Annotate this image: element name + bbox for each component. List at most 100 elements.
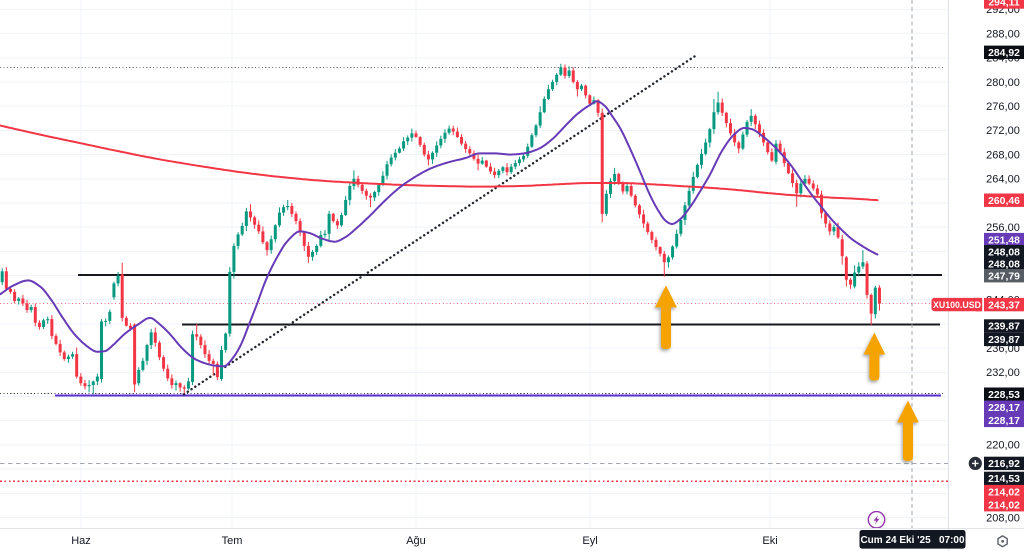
candle-body [426, 154, 430, 160]
price-badge[interactable]: 284,92 [984, 45, 1024, 59]
candle-body [654, 239, 658, 248]
add-alert-plus-button[interactable] [968, 456, 982, 470]
price-badge[interactable]: 228,17 [984, 413, 1024, 428]
candle-body [757, 124, 761, 133]
month-label: Ağu [406, 535, 426, 547]
candle [62, 350, 66, 361]
candle-body [575, 81, 579, 90]
candle [530, 133, 534, 148]
candle-body [728, 123, 732, 134]
candle [13, 289, 17, 304]
price-badge[interactable]: 239,87 [984, 319, 1024, 333]
candle-body [431, 152, 435, 160]
candle-body [100, 321, 104, 379]
price-badge[interactable]: 248,08 [984, 245, 1024, 259]
time-axis-panel[interactable] [0, 528, 1024, 551]
price-badge[interactable]: 260,46 [984, 193, 1024, 207]
candle [220, 345, 224, 381]
candle-body [820, 194, 824, 214]
candle [571, 67, 575, 84]
price-badge[interactable]: 214,02 [984, 484, 1024, 499]
candle [277, 207, 281, 228]
price-badge[interactable]: 216,92 [968, 456, 1024, 471]
candle-body [406, 137, 410, 142]
price-axis[interactable]: 292,00288,00284,00280,00276,00272,00268,… [931, 0, 1024, 524]
candle-body [633, 195, 637, 206]
candle-body [501, 167, 505, 171]
price-badge[interactable]: 228,53 [984, 387, 1024, 401]
candle [608, 178, 612, 198]
trendline[interactable] [182, 54, 697, 396]
candle [848, 278, 852, 289]
candle [385, 160, 389, 180]
price-badge[interactable]: 243,37 XU100.USD [931, 297, 1024, 312]
candle [724, 111, 728, 128]
candle-body [791, 173, 795, 183]
candle [186, 377, 190, 390]
candle-body [170, 378, 174, 386]
candle [815, 184, 819, 198]
price-badge-label: 228,53 [988, 390, 1020, 401]
candle [240, 222, 244, 236]
candle-body [133, 324, 137, 385]
candle [344, 195, 348, 216]
candle [559, 63, 563, 77]
price-badge[interactable]: 294,11 [984, 0, 1024, 9]
candle-body [551, 81, 555, 90]
candle [137, 367, 141, 386]
month-label: Eyl [582, 535, 597, 547]
price-badge-label: 239,87 [988, 322, 1020, 333]
candle-body [340, 215, 344, 226]
price-badge[interactable]: 214,02 [984, 498, 1024, 512]
price-badge[interactable]: 214,53 [984, 471, 1024, 486]
up-arrow-1[interactable] [655, 285, 677, 349]
candle [356, 175, 360, 188]
price-badge[interactable]: 247,79 [984, 269, 1024, 283]
candle [741, 131, 745, 151]
candle-body [414, 133, 418, 138]
candle [50, 315, 54, 340]
candle [700, 148, 704, 169]
candle [360, 183, 364, 194]
candle [83, 379, 87, 390]
candle-body [397, 148, 401, 153]
candle-body [302, 231, 306, 246]
candle-body [629, 186, 633, 196]
candle-body [244, 211, 248, 226]
lightning-icon[interactable] [867, 510, 886, 529]
candle [786, 162, 790, 175]
up-arrow-3[interactable] [897, 400, 919, 462]
candle [331, 212, 335, 223]
candle-body [546, 89, 550, 99]
candle [195, 323, 199, 341]
candle-body [567, 70, 571, 76]
candle [671, 245, 675, 260]
candle [857, 262, 861, 276]
price-badge[interactable]: 248,08 [984, 257, 1024, 271]
candle-body [224, 333, 228, 350]
gear-icon[interactable] [997, 535, 1008, 548]
candle-body [646, 223, 650, 232]
price-badge[interactable]: 251,48 [984, 232, 1024, 246]
candle-body [778, 143, 782, 153]
price-badge-label: 214,02 [988, 487, 1020, 498]
candle-body [662, 253, 666, 263]
candle-body [166, 368, 170, 379]
time-axis[interactable]: Haz Tem Ağu Eyl Eki Cum 24 Eki '25 07:00 [71, 530, 966, 549]
candle-body [203, 345, 207, 355]
candle [704, 138, 708, 156]
price-badge[interactable]: 239,87 [984, 332, 1024, 347]
candle-body [141, 360, 145, 370]
candle [460, 134, 464, 146]
price-badge-rect [984, 319, 1024, 333]
price-badge[interactable]: 228,17 [984, 400, 1024, 414]
ma-line-fast[interactable] [0, 100, 879, 368]
up-arrow-2[interactable] [863, 332, 886, 381]
candle-body [228, 271, 232, 334]
candle-body [124, 317, 128, 326]
candle-body [344, 199, 348, 216]
candle [832, 224, 836, 236]
ma-line-slow[interactable] [0, 124, 879, 202]
